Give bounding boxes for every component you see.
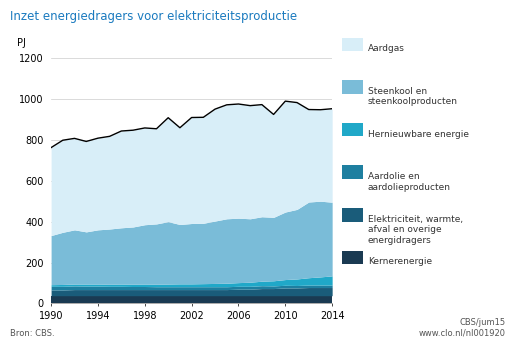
Text: Inzet energiedragers voor elektriciteitsproductie: Inzet energiedragers voor elektriciteits…	[10, 10, 297, 23]
Text: CBS/jum15: CBS/jum15	[460, 318, 506, 327]
Text: Steenkool en
steenkoolproducten: Steenkool en steenkoolproducten	[368, 87, 458, 106]
Text: Aardgas: Aardgas	[368, 44, 405, 53]
Text: PJ: PJ	[17, 38, 26, 48]
Text: www.clo.nl/nl001920: www.clo.nl/nl001920	[419, 329, 506, 338]
Text: Aardolie en
aardolieproducten: Aardolie en aardolieproducten	[368, 172, 451, 192]
Text: Kernerenergie: Kernerenergie	[368, 257, 432, 266]
Text: Hernieuwbare energie: Hernieuwbare energie	[368, 130, 469, 138]
Text: Elektriciteit, warmte,
afval en overige
energidragers: Elektriciteit, warmte, afval en overige …	[368, 215, 463, 244]
Text: Bron: CBS.: Bron: CBS.	[10, 329, 55, 338]
